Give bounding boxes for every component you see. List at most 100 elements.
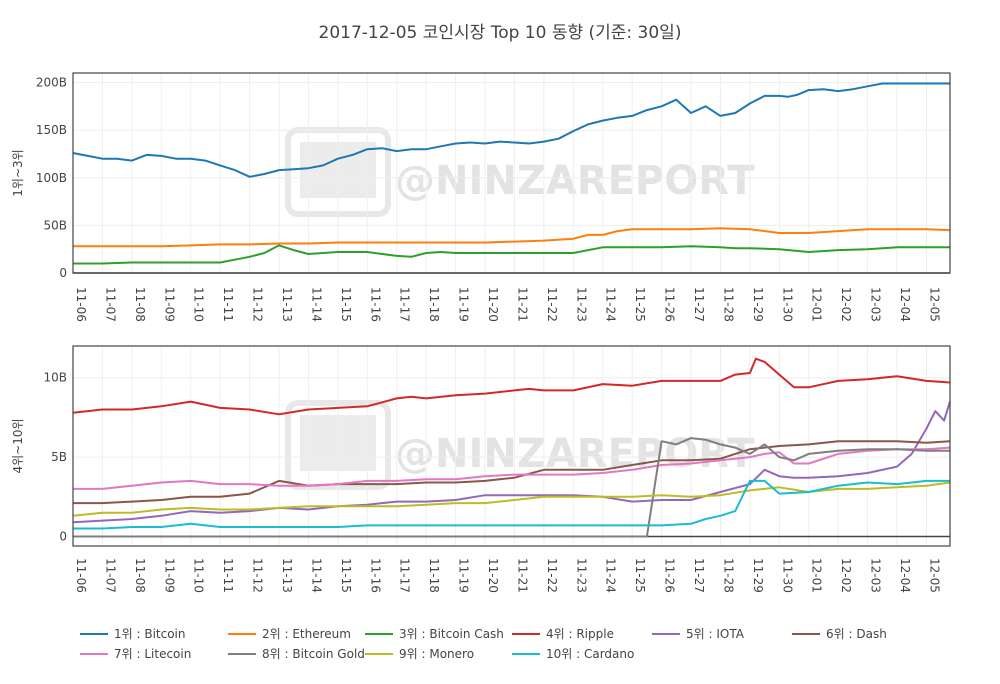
x-tick-label: 11-11 [221,287,235,322]
x-tick-label: 11-30 [780,287,794,322]
x-tick-label: 11-09 [162,287,176,322]
x-tick-label: 11-26 [663,287,677,322]
x-tick-label: 11-17 [398,558,412,593]
legend-item[interactable]: 1위 : Bitcoin [80,627,186,641]
x-tick-label: 11-22 [545,558,559,593]
x-tick-label: 11-07 [103,287,117,322]
x-tick-label: 11-21 [515,287,529,322]
x-tick-label: 12-03 [869,558,883,593]
x-tick-label: 11-13 [280,287,294,322]
x-tick-label: 11-12 [251,287,265,322]
legend-item[interactable]: 3위 : Bitcoin Cash [365,627,504,641]
series-line [73,227,951,248]
x-tick-label: 11-25 [633,558,647,593]
legend-label: 7위 : Litecoin [114,647,191,661]
series-line [73,446,951,490]
watermark-text: @NINZAREPORT [395,158,755,204]
x-tick-label: 11-20 [486,558,500,593]
legend-label: 4위 : Ripple [546,627,614,641]
x-tick-label: 11-18 [427,287,441,322]
series-line [73,440,951,505]
y-tick-label: 50B [43,218,67,232]
x-tick-label: 11-23 [574,287,588,322]
x-tick-label: 11-18 [427,558,441,593]
x-tick-label: 11-28 [721,558,735,593]
legend-item[interactable]: 5위 : IOTA [652,627,745,641]
legend-label: 8위 : Bitcoin Gold [262,647,365,661]
x-tick-label: 11-14 [309,558,323,593]
x-tick-label: 11-10 [192,287,206,322]
x-tick-label: 11-08 [133,287,147,322]
x-tick-label: 12-04 [898,287,912,322]
x-tick-label: 11-11 [221,558,235,593]
legend-item[interactable]: 7위 : Litecoin [80,647,191,661]
x-tick-label: 11-24 [604,558,618,593]
x-tick-label: 11-23 [574,558,588,593]
x-tick-label: 11-07 [103,558,117,593]
legend-item[interactable]: 2위 : Ethereum [228,627,351,641]
y-tick-label: 0 [59,529,67,543]
series-line [72,357,951,416]
x-tick-label: 11-20 [486,287,500,322]
panel-1: @NINZAREPORT 11-06 11-07 11-08 11-09 11-10 11-… [11,72,951,322]
chart-title: 2017-12-05 코인시장 Top 10 동향 (기준: 30일) [319,23,682,43]
legend-label: 2위 : Ethereum [262,627,351,641]
series-line [73,244,950,265]
x-tick-label: 11-22 [545,287,559,322]
x-tick-label: 11-26 [663,558,677,593]
plot-frame [72,72,951,274]
y-axis-label: 4위~10위 [11,418,25,473]
y-axis-label: 1위~3위 [11,149,25,196]
legend-item[interactable]: 8위 : Bitcoin Gold [228,647,365,661]
legend: 1위 : Bitcoin 2위 : Ethereum 3위 : Bitcoin Ca… [80,627,887,661]
x-tick-label: 11-28 [721,287,735,322]
x-tick-label: 11-30 [780,558,794,593]
plot-frame [72,345,951,547]
y-tick-label: 0 [59,266,67,280]
x-tick-label: 11-19 [457,287,471,322]
x-tick-label: 11-25 [633,287,647,322]
series-line [73,479,950,530]
legend-item[interactable]: 10위 : Cardano [512,647,634,661]
x-tick-label: 11-29 [751,558,765,593]
legend-label: 5위 : IOTA [686,627,745,641]
y-tick-label: 200B [36,76,67,90]
x-tick-label: 11-27 [692,558,706,593]
legend-label: 9위 : Monero [399,647,474,661]
series-line [72,82,950,178]
x-tick-label: 12-01 [810,287,824,322]
legend-item[interactable]: 9위 : Monero [365,647,474,661]
x-tick-label: 11-12 [251,558,265,593]
x-tick-label: 12-05 [927,287,941,322]
x-tick-label: 11-16 [368,558,382,593]
x-tick-label: 12-01 [810,558,824,593]
x-tick-label: 11-24 [604,287,618,322]
y-tick-label: 10B [43,371,67,385]
x-tick-label: 11-19 [457,558,471,593]
x-tick-label: 11-21 [515,558,529,593]
legend-item[interactable]: 4위 : Ripple [512,627,614,641]
x-tick-label: 11-08 [133,558,147,593]
legend-label: 6위 : Dash [826,627,887,641]
x-tick-label: 11-29 [751,287,765,322]
y-tick-label: 150B [36,123,67,137]
x-tick-label: 11-09 [162,558,176,593]
x-tick-label: 12-04 [898,558,912,593]
x-tick-label: 12-05 [927,558,941,593]
x-tick-label: 12-03 [869,287,883,322]
x-tick-label: 12-02 [839,558,853,593]
legend-item[interactable]: 6위 : Dash [792,627,887,641]
y-tick-label: 5B [51,450,67,464]
x-tick-label: 11-16 [368,287,382,322]
legend-label: 10위 : Cardano [546,647,634,661]
y-tick-label: 100B [36,171,67,185]
x-tick-label: 11-17 [398,287,412,322]
x-tick-label: 11-15 [339,558,353,593]
x-tick-label: 12-02 [839,287,853,322]
x-tick-label: 11-15 [339,287,353,322]
x-tick-label: 11-06 [74,558,88,593]
legend-label: 3위 : Bitcoin Cash [399,627,504,641]
